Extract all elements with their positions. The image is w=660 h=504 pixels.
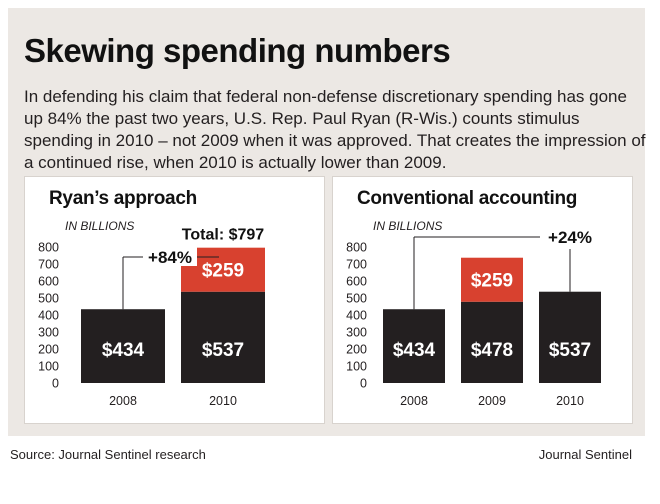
y-tick-label: 200 — [346, 343, 367, 357]
change-annotation: +84% — [148, 248, 192, 267]
x-tick-label: 2010 — [209, 394, 237, 408]
y-tick-label: 700 — [346, 258, 367, 272]
publisher-credit: Journal Sentinel — [538, 447, 632, 462]
source-note: Source: Journal Sentinel research — [10, 447, 206, 462]
bar-stimulus-label: $259 — [202, 261, 244, 282]
bar-base — [181, 291, 265, 383]
y-tick-label: 400 — [38, 309, 59, 323]
y-tick-label: 700 — [38, 258, 59, 272]
change-annotation: +24% — [548, 228, 592, 247]
y-tick-label: 400 — [346, 309, 367, 323]
chart-title: Conventional accounting — [357, 188, 578, 209]
y-tick-label: 600 — [346, 275, 367, 289]
x-tick-label: 2010 — [556, 394, 584, 408]
bar-base-label: $434 — [393, 340, 436, 361]
x-tick-label: 2009 — [478, 394, 506, 408]
y-tick-label: 200 — [38, 343, 59, 357]
y-tick-label: 300 — [38, 326, 59, 340]
chart-panel-conventional: Conventional accounting IN BILLIONS 0 100 2… — [332, 176, 633, 424]
y-tick-label: 100 — [38, 360, 59, 374]
y-axis-label: IN BILLIONS — [373, 219, 442, 233]
bar-base — [461, 301, 523, 383]
y-tick-label: 500 — [38, 292, 59, 306]
chart-svg-conventional: IN BILLIONS 0 100 200 300 400 500 600 700 800 $434… — [346, 219, 601, 408]
chart-title: Ryan’s approach — [49, 188, 197, 209]
x-tick-label: 2008 — [109, 394, 137, 408]
y-tick-label: 0 — [52, 377, 59, 391]
bar-stimulus — [461, 257, 523, 302]
bar-base — [81, 309, 165, 383]
total-annotation: Total: $797 — [182, 227, 265, 244]
bar-base-label: $537 — [202, 340, 244, 361]
y-tick-label: 100 — [346, 360, 367, 374]
change-label-bg — [143, 246, 197, 266]
y-tick-label: 500 — [346, 292, 367, 306]
y-tick-label: 300 — [346, 326, 367, 340]
bar-stimulus-label: $259 — [471, 271, 513, 292]
y-tick-label: 800 — [38, 241, 59, 255]
y-tick-label: 800 — [346, 241, 367, 255]
y-tick-label: 600 — [38, 275, 59, 289]
chart-panel-ryan: Ryan’s approach IN BILLIONS 0 100 200 300 400… — [24, 176, 325, 424]
chart-svg-ryan: IN BILLIONS 0 100 200 300 400 500 600 700 800 $434… — [38, 219, 265, 408]
bar-base-label: $434 — [102, 340, 145, 361]
y-tick-label: 0 — [360, 377, 367, 391]
intro-text: In defending his claim that federal non-… — [24, 87, 646, 172]
bar-base — [383, 309, 445, 383]
bar-base-label: $478 — [471, 340, 513, 361]
bar-base — [539, 291, 601, 383]
x-tick-label: 2008 — [400, 394, 428, 408]
bar-base-label: $537 — [549, 340, 591, 361]
page-title: Skewing spending numbers — [24, 32, 451, 69]
y-axis-label: IN BILLIONS — [65, 219, 134, 233]
